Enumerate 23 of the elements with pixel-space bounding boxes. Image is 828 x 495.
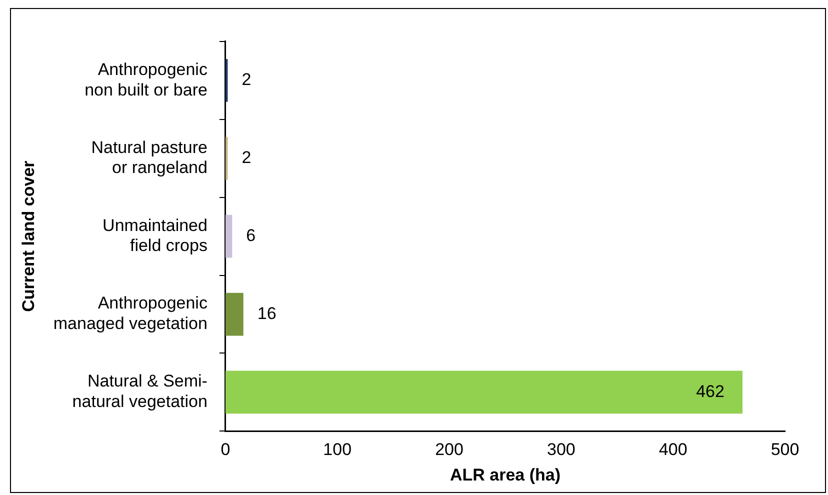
x-tick-label: 100 <box>323 440 352 460</box>
data-label: 2 <box>242 148 252 168</box>
y-tick-label: Natural pasture or rangeland <box>91 138 208 178</box>
y-tick-label: Natural & Semi-natural vegetation <box>72 372 208 412</box>
data-label: 2 <box>242 70 252 90</box>
x-axis-title: ALR area (ha) <box>450 465 560 484</box>
bar <box>225 214 232 258</box>
bar <box>225 370 742 414</box>
bar <box>225 136 228 180</box>
y-tick-label: Anthropogenic non built or bare <box>84 60 208 100</box>
y-tick-label: Anthropogenic managed vegetation <box>53 294 208 334</box>
y-axis-title: Current land cover <box>18 160 38 312</box>
x-tick-label: 500 <box>770 440 800 460</box>
x-tick-label: 0 <box>220 440 230 460</box>
data-label: 16 <box>257 304 276 323</box>
x-tick-label: 300 <box>546 440 576 460</box>
x-tick-label: 200 <box>435 440 464 460</box>
y-tick-label: Unmaintained field crops <box>102 216 208 256</box>
data-label: 462 <box>696 382 724 401</box>
data-label: 6 <box>246 226 256 245</box>
x-tick-label: 400 <box>658 440 688 460</box>
bar <box>225 292 244 336</box>
bar <box>225 58 228 102</box>
